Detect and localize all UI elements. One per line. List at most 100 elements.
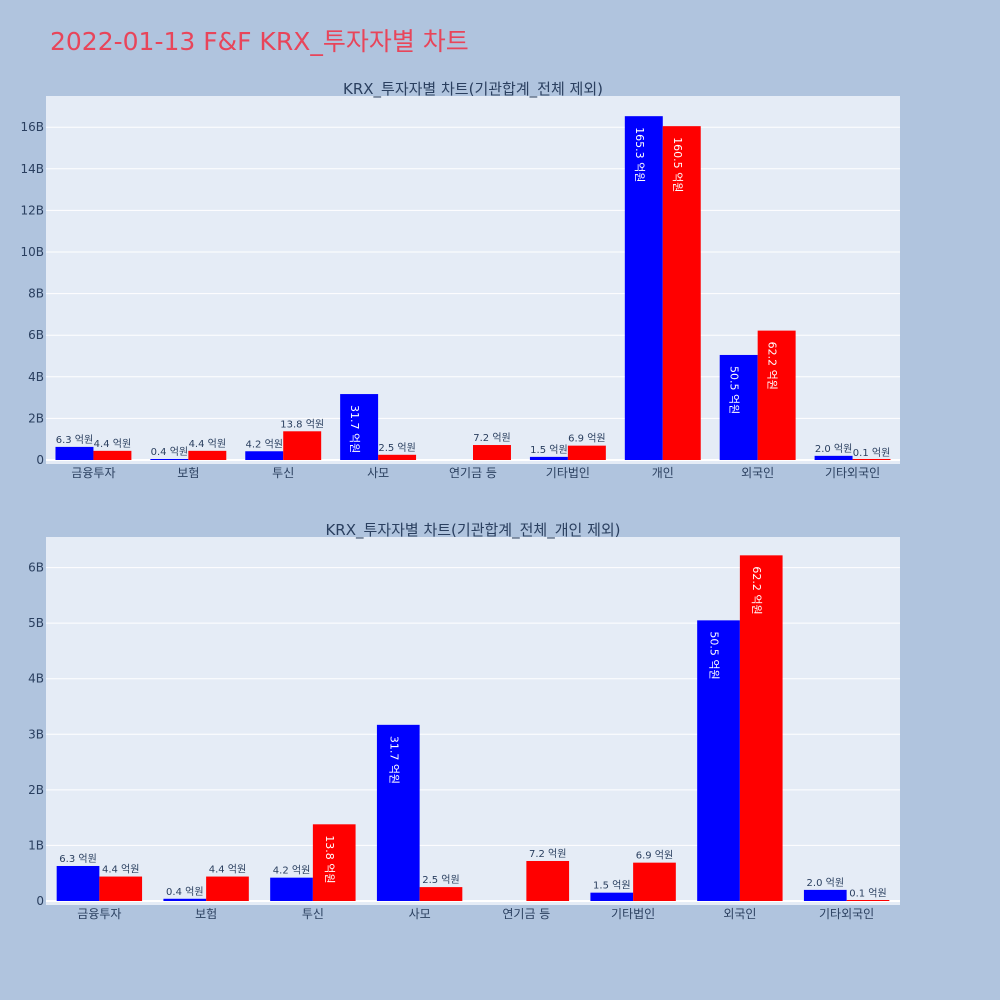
buy-bar [697,620,740,901]
sell-bar [739,555,783,901]
data-label: 2.0 억원 [807,877,844,889]
sell-bar [473,445,511,460]
sell-bar [757,330,796,460]
sell-bar [283,431,322,460]
y-tick-label: 5B [28,616,44,630]
y-tick-label: 8B [28,287,44,301]
chart-title: KRX_투자자별 차트(기관합계_전체_개인 제외) [325,521,620,540]
chart-bottom: KRX_투자자별 차트(기관합계_전체_개인 제외) 0 1B 2B 3B 4B 5B 6B 금… [28,521,900,921]
y-tick-label: 12B [20,203,44,217]
buy-bar [163,898,207,901]
y-tick-label: 2B [28,411,44,425]
x-tick-label: 투신 [272,466,294,480]
x-tick-label: 외국인 [723,907,756,921]
buy-bar [719,354,758,460]
x-tick-label: 연기금 등 [502,907,550,921]
data-label: 7.2 억원 [529,848,566,860]
sell-bar [312,824,356,901]
x-tick-label: 기타법인 [546,466,590,480]
x-tick-label: 금융투자 [77,907,121,921]
data-label: 1.5 억원 [593,880,630,892]
data-label: 13.8 억원 [323,835,336,883]
y-tick-label: 16B [20,120,44,134]
y-tick-label: 6B [28,561,44,575]
buy-bar [270,877,313,901]
y-tick-label: 3B [28,727,44,741]
x-tick-label: 사모 [367,466,389,480]
data-label: 2.0 억원 [815,443,852,455]
data-label: 4.4 억원 [102,864,139,876]
data-label: 0.1 억원 [849,887,886,899]
buy-bar [803,889,847,901]
data-label: 6.3 억원 [56,434,93,446]
sell-bar [567,445,606,460]
x-tick-label: 기타외국인 [819,907,874,921]
data-label: 13.8 억원 [280,418,324,430]
data-label: 4.4 억원 [94,438,131,450]
data-label: 6.3 억원 [59,853,96,865]
buy-bar [245,451,284,460]
sell-bar [206,876,249,901]
data-label: 0.4 억원 [151,446,188,458]
sell-bar [378,454,417,460]
sell-bar [662,126,701,460]
data-label: 165.3 억원 [633,127,646,182]
chart-top: KRX_투자자별 차트(기관합계_전체 제외) 0 2B 4B 6B 8B 10B 12B 14… [20,80,900,480]
x-tick-label: 사모 [409,907,431,921]
data-label: 160.5 억원 [671,137,684,192]
buy-bar [529,456,568,460]
x-tick-label: 기타외국인 [825,466,880,480]
data-label: 50.5 억원 [708,631,721,679]
data-label: 0.1 억원 [853,447,890,459]
sell-bar [419,887,463,901]
y-tick-label: 10B [20,245,44,259]
data-label: 4.4 억원 [189,438,226,450]
data-label: 2.5 억원 [378,442,415,454]
data-label: 31.7 억원 [348,405,361,453]
sell-bar [852,459,891,460]
buy-bar [590,892,634,901]
data-label: 62.2 억원 [766,342,779,390]
data-label: 62.2 억원 [750,566,763,614]
y-tick-label: 4B [28,672,44,686]
data-label: 6.9 억원 [568,433,605,445]
sell-bar [188,450,227,460]
x-tick-label: 기타법인 [611,907,655,921]
x-tick-label: 투신 [302,907,324,921]
y-tick-label: 0 [36,894,44,908]
data-label: 4.2 억원 [246,438,283,450]
sell-bar [633,862,676,901]
data-label: 7.2 억원 [473,432,510,444]
x-tick-label: 보험 [177,466,199,480]
buy-bar [56,865,100,901]
chart-title: KRX_투자자별 차트(기관합계_전체 제외) [343,80,603,99]
buy-bar [814,455,853,460]
data-label: 1.5 억원 [530,444,567,456]
buy-bar [150,459,189,460]
data-label: 4.4 억원 [209,864,246,876]
sell-bar [846,900,890,901]
buy-bar [55,446,94,460]
x-tick-label: 금융투자 [71,466,115,480]
x-tick-label: 개인 [652,466,674,480]
y-tick-label: 2B [28,783,44,797]
x-tick-label: 외국인 [741,466,774,480]
data-label: 2.5 억원 [422,874,459,886]
data-label: 50.5 억원 [728,366,741,414]
buy-bar [376,724,420,901]
y-tick-label: 1B [28,838,44,852]
data-label: 31.7 억원 [387,736,400,784]
y-tick-label: 14B [20,162,44,176]
sell-bar [99,876,143,901]
data-label: 0.4 억원 [166,886,203,898]
y-tick-label: 0 [36,453,44,467]
y-tick-label: 4B [28,370,44,384]
buy-bar [624,116,663,461]
data-label: 6.9 억원 [636,850,673,862]
sell-bar [93,450,132,460]
sell-bar [526,860,570,901]
x-tick-label: 연기금 등 [449,466,497,480]
data-label: 4.2 억원 [273,865,310,877]
y-tick-label: 6B [28,328,44,342]
page-title: 2022-01-13 F&F KRX_투자자별 차트 [50,27,469,56]
